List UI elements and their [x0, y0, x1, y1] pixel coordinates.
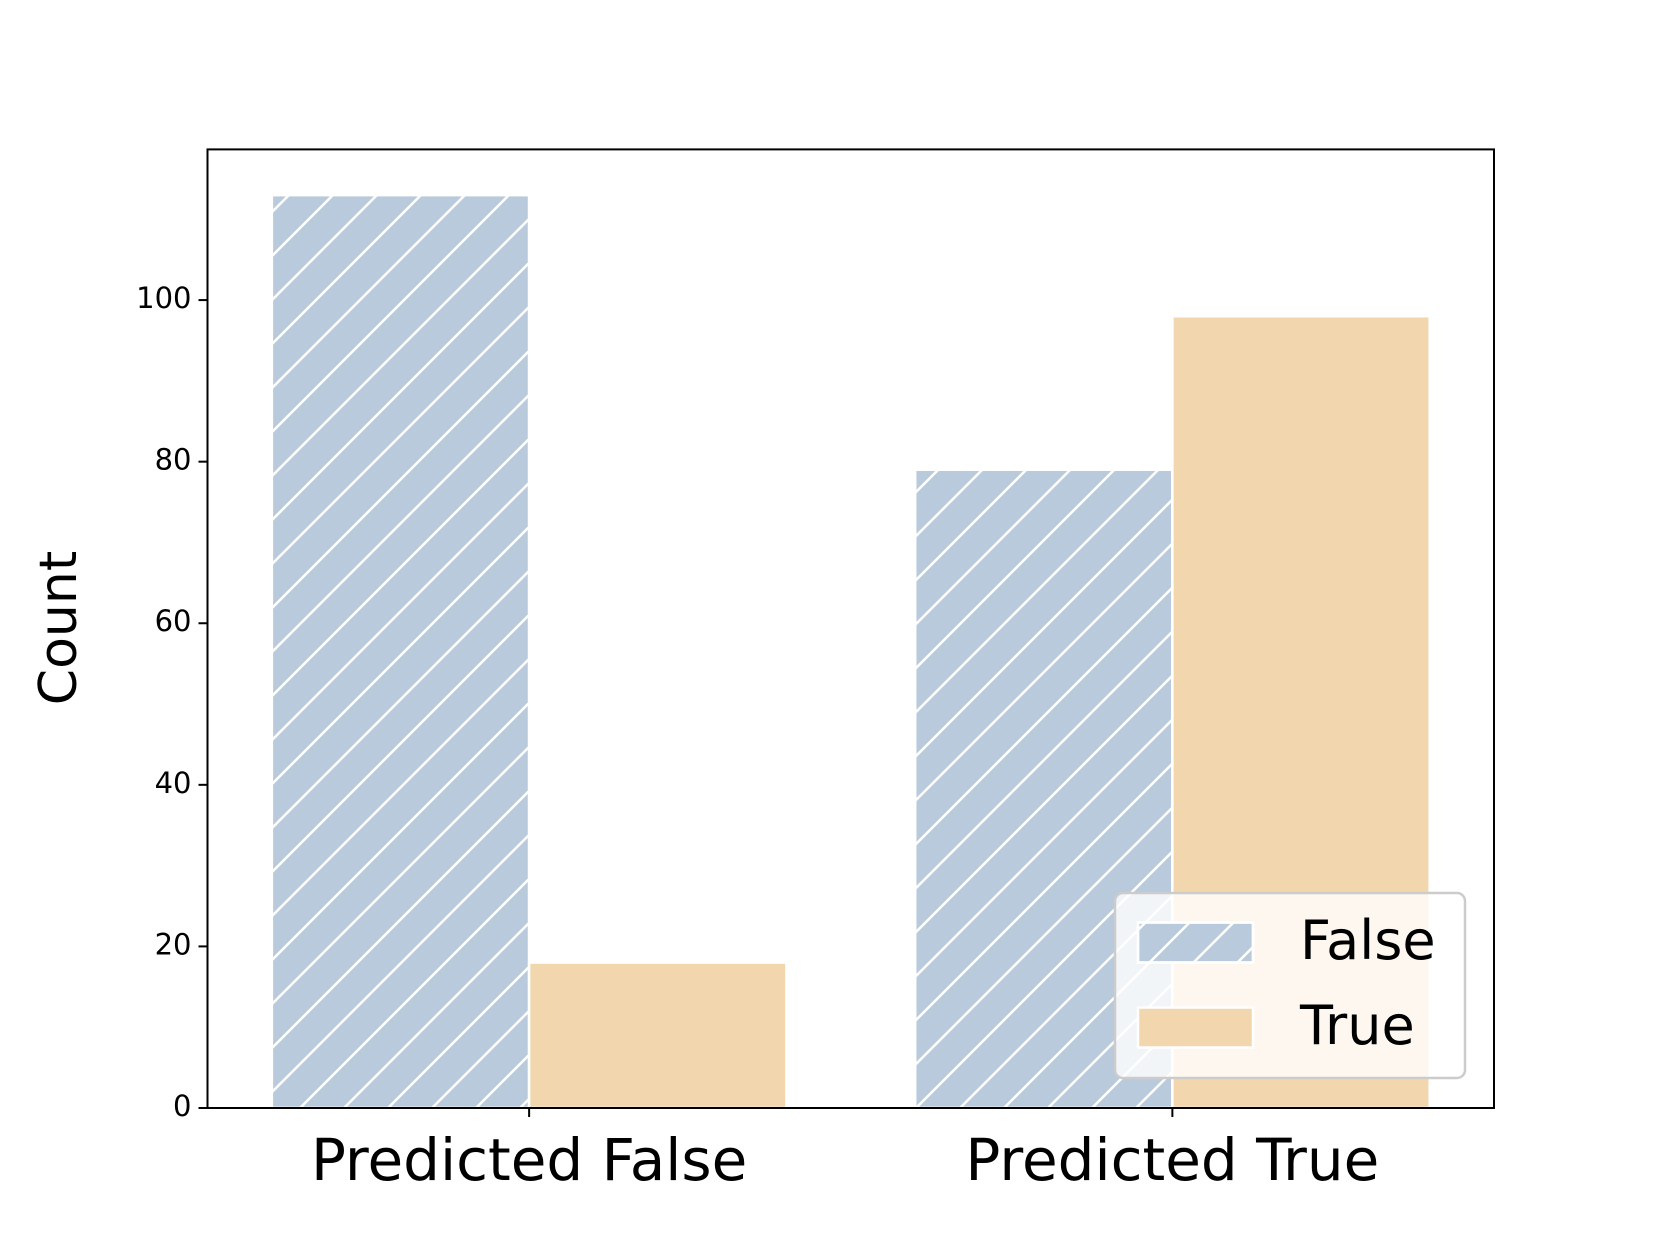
x-tick-label: Predicted True [965, 1126, 1379, 1194]
x-tick-label: Predicted False [311, 1126, 747, 1194]
legend-swatch [1136, 1006, 1255, 1049]
bar-group [270, 193, 531, 1110]
bar-group [527, 961, 788, 1110]
legend-label: True [1299, 994, 1415, 1057]
legend: False True [1113, 891, 1467, 1080]
axes-frame [206, 148, 1495, 1109]
bar-group [913, 468, 1174, 1110]
legend-label: False [1300, 909, 1436, 972]
y-tick-label: 40 [155, 766, 192, 800]
bar-hatch [270, 193, 531, 1110]
bar [527, 961, 788, 1110]
y-tick-label: 0 [173, 1089, 191, 1123]
y-tick-label: 20 [155, 927, 192, 961]
y-axis-label: Count [29, 551, 89, 705]
legend-swatch-hatch [1136, 921, 1255, 964]
y-tick-label: 100 [136, 281, 191, 315]
y-tick-label: 80 [155, 443, 192, 477]
y-tick-label: 60 [155, 604, 192, 638]
